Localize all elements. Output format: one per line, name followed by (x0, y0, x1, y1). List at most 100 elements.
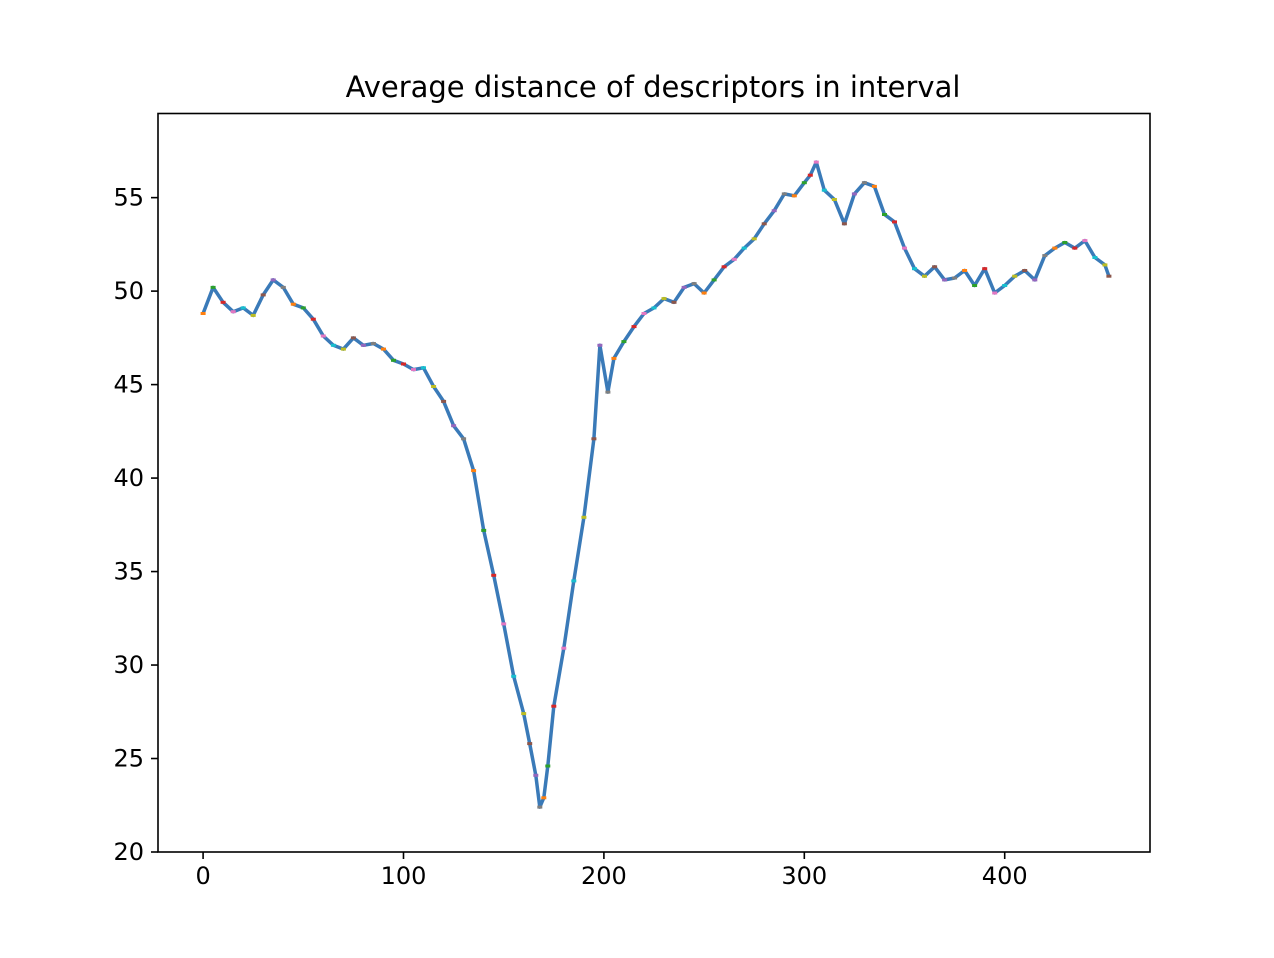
data-point (200, 312, 206, 315)
data-point (1012, 274, 1018, 278)
data-point (533, 773, 539, 777)
data-point (761, 222, 767, 226)
data-point (691, 282, 697, 286)
x-axis: 0 100 200 300 400 (195, 852, 1028, 890)
data-point (741, 246, 747, 250)
data-point (821, 188, 827, 192)
data-point (511, 674, 517, 678)
data-point (932, 265, 938, 269)
data-point (290, 302, 296, 306)
data-point (481, 528, 487, 532)
data-point (240, 306, 246, 310)
data-point (605, 390, 611, 394)
data-point (310, 317, 316, 321)
data-point (441, 399, 447, 403)
plot-frame (157, 112, 1151, 853)
data-point (992, 291, 998, 295)
data-point (861, 181, 867, 185)
chart-title: Average distance of descriptors in inter… (346, 70, 961, 104)
y-tick-label: 25 (113, 745, 144, 773)
data-point (541, 796, 547, 800)
data-point (1106, 274, 1112, 278)
data-point (370, 342, 376, 345)
data-point (591, 437, 597, 441)
data-point (1072, 246, 1078, 250)
data-point (260, 293, 266, 297)
data-point (671, 300, 677, 304)
y-tick-label: 40 (113, 464, 144, 492)
x-tick-label: 200 (581, 862, 627, 890)
data-point (813, 160, 819, 164)
data-point (902, 246, 907, 250)
data-point (527, 742, 533, 746)
data-point (1042, 254, 1048, 258)
data-point (471, 469, 477, 473)
data-point (711, 278, 717, 282)
data-point (611, 356, 617, 360)
data-point (421, 366, 426, 370)
data-point (1082, 239, 1088, 243)
data-point (631, 325, 637, 329)
data-point (1032, 278, 1038, 282)
data-point (841, 222, 847, 226)
data-point (701, 291, 707, 295)
data-point (300, 306, 306, 310)
data-point (1062, 241, 1068, 244)
data-point (330, 343, 336, 347)
data-point (280, 285, 286, 289)
y-tick-label: 30 (113, 651, 144, 679)
data-point (892, 220, 897, 224)
data-point (451, 424, 457, 428)
data-point (581, 515, 587, 519)
data-point (220, 300, 226, 304)
data-point (651, 306, 657, 310)
x-tick-label: 0 (195, 862, 210, 890)
data-point (401, 362, 406, 366)
data-point (537, 805, 543, 809)
data-point (320, 334, 326, 338)
x-tick-label: 300 (781, 862, 827, 890)
data-point (952, 276, 958, 280)
data-point (851, 192, 857, 196)
data-point (871, 184, 877, 188)
y-axis: 20 25 30 35 40 45 50 55 (113, 184, 158, 866)
data-layer (200, 160, 1112, 809)
data-point (621, 340, 627, 344)
data-point (882, 213, 887, 216)
data-point (1002, 284, 1008, 287)
data-point (731, 257, 737, 261)
data-point (381, 347, 386, 351)
data-point (962, 269, 968, 272)
data-point (210, 285, 216, 289)
y-tick-label: 45 (113, 371, 144, 399)
data-point (641, 312, 647, 315)
data-point (751, 237, 757, 241)
data-point (491, 573, 497, 577)
data-point (781, 192, 787, 196)
data-point (501, 622, 507, 626)
y-tick-label: 55 (113, 184, 144, 212)
data-point (972, 284, 978, 287)
data-point (571, 579, 577, 583)
data-point (1052, 246, 1058, 250)
y-tick-label: 20 (113, 838, 144, 866)
data-point (360, 343, 366, 347)
data-point (597, 343, 603, 347)
data-point (551, 704, 557, 708)
y-tick-label: 35 (113, 558, 144, 586)
data-point (561, 646, 567, 650)
data-point (521, 712, 527, 716)
data-point (942, 278, 948, 282)
data-point (771, 209, 777, 213)
data-point (791, 194, 797, 198)
data-point (250, 313, 256, 317)
data-point (721, 265, 727, 269)
data-point (681, 285, 687, 289)
data-point (982, 267, 988, 271)
data-point (801, 181, 807, 185)
data-point (270, 278, 276, 282)
data-point (350, 336, 356, 340)
data-point (912, 267, 917, 271)
data-point (1092, 256, 1098, 259)
